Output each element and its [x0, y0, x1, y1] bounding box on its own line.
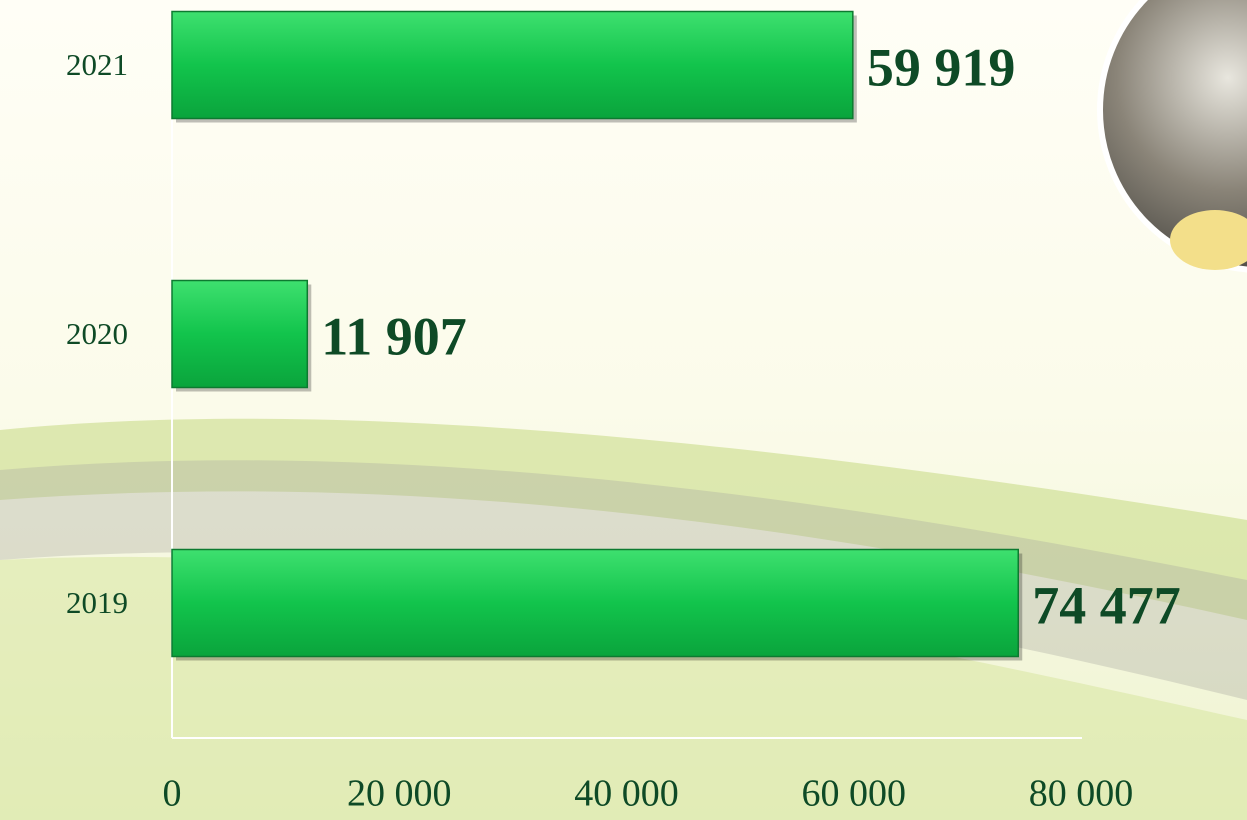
y-tick-label: 2020: [66, 316, 128, 351]
y-tick-label: 2019: [66, 585, 128, 620]
value-label: 11 907: [321, 306, 467, 366]
chart: 0 20 000 40 000 60 000 80 000 2021 59 919 2020 1…: [0, 0, 1247, 820]
x-tick-label: 80 000: [1029, 773, 1134, 815]
x-tick-label: 0: [163, 773, 182, 815]
value-label: 74 477: [1032, 575, 1181, 635]
value-label: 59 919: [867, 37, 1016, 97]
x-tick-label: 20 000: [347, 773, 452, 815]
x-tick-label: 60 000: [802, 773, 907, 815]
bar: [172, 12, 853, 119]
page: 0 20 000 40 000 60 000 80 000 2021 59 919 2020 1…: [0, 0, 1247, 820]
y-tick-label: 2021: [66, 47, 128, 82]
x-tick-label: 40 000: [574, 773, 679, 815]
bar: [172, 281, 307, 388]
bar: [172, 550, 1018, 657]
